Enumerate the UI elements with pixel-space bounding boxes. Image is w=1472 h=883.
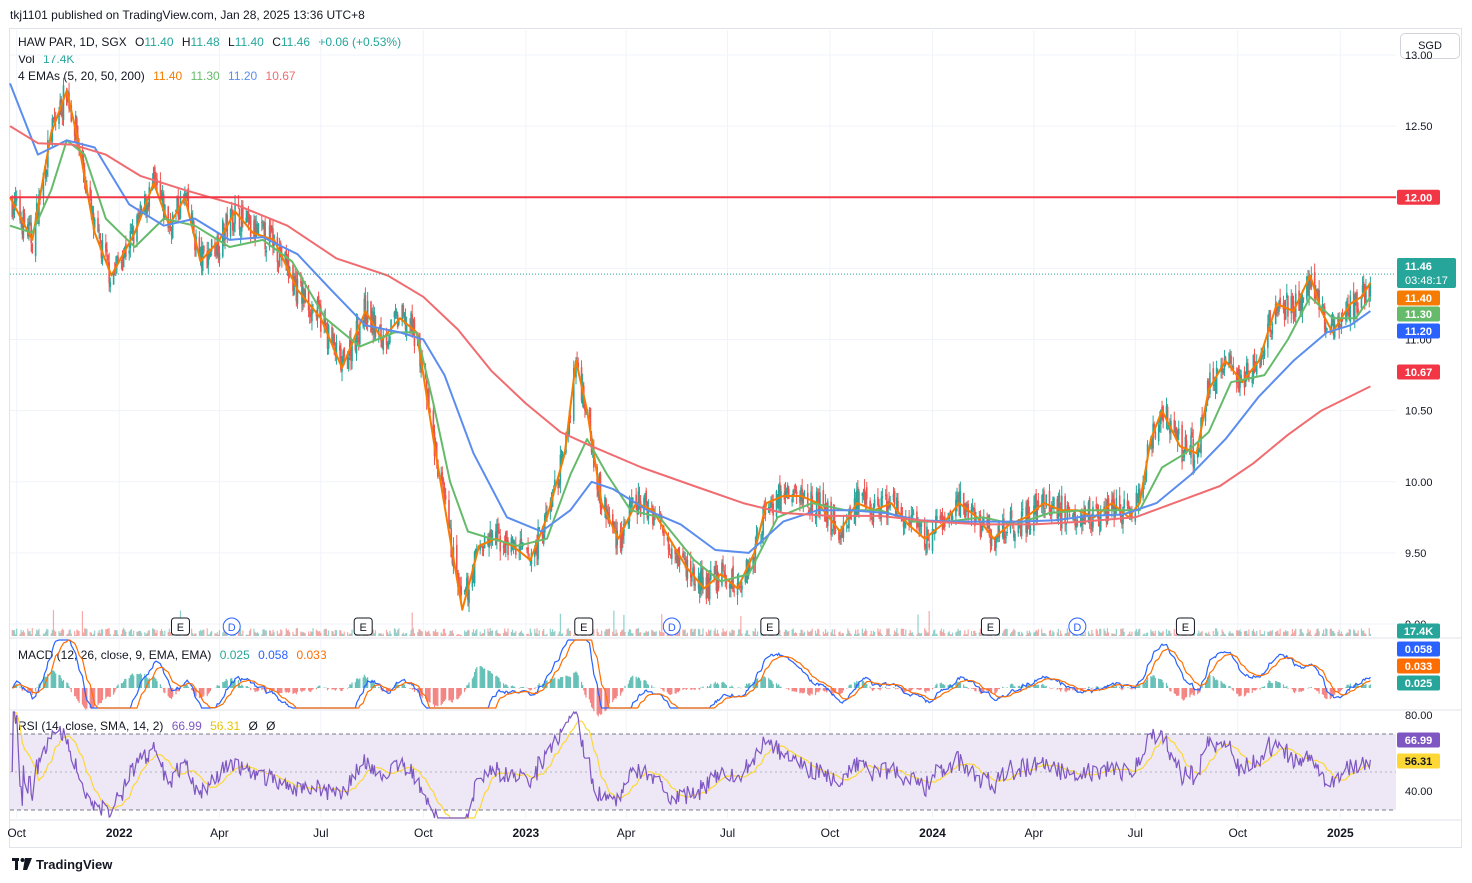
ohlc-change: +0.06 (+0.53%) — [318, 35, 402, 49]
legend-rsi: RSI (14, close, SMA, 14, 2) 66.99 56.31 … — [18, 719, 281, 733]
macd-hist-value: 0.025 — [219, 648, 250, 662]
ema200-value: 10.67 — [265, 69, 296, 83]
macd-signal-value: 0.033 — [296, 648, 327, 662]
ema50-value: 11.20 — [228, 69, 258, 83]
ohlc-close: C11.46 — [272, 35, 310, 49]
legend-macd: MACD (12, 26, close, 9, EMA, EMA) 0.025 … — [18, 648, 332, 662]
ema5-value: 11.40 — [153, 69, 183, 83]
symbol-label[interactable]: HAW PAR, 1D, SGX — [18, 35, 127, 49]
legend-volume: Vol 17.4K — [18, 52, 79, 66]
footer-brand-text: TradingView — [36, 857, 113, 872]
ohlc-low: L11.40 — [228, 35, 264, 49]
ohlc-open: O11.40 — [135, 35, 174, 49]
rsi-extra-1: Ø — [248, 719, 258, 733]
rsi-label[interactable]: RSI (14, close, SMA, 14, 2) — [18, 719, 164, 733]
ema20-value: 11.30 — [190, 69, 220, 83]
legend-emas: 4 EMAs (5, 20, 50, 200) 11.40 11.30 11.2… — [18, 69, 301, 83]
rsi-extra-2: Ø — [266, 719, 276, 733]
footer-brand[interactable]: TradingView — [12, 857, 112, 872]
volume-label[interactable]: Vol — [18, 52, 35, 66]
macd-label[interactable]: MACD (12, 26, close, 9, EMA, EMA) — [18, 648, 212, 662]
macd-line-value: 0.058 — [258, 648, 289, 662]
legend-main: HAW PAR, 1D, SGX O11.40 H11.48 L11.40 C1… — [18, 35, 406, 49]
rsi-ma-value: 56.31 — [210, 719, 241, 733]
tradingview-logo-icon — [12, 857, 32, 872]
currency-button[interactable]: SGD — [1400, 33, 1460, 59]
ohlc-high: H11.48 — [181, 35, 220, 49]
ema-label[interactable]: 4 EMAs (5, 20, 50, 200) — [18, 69, 145, 83]
published-caption: tkj1101 published on TradingView.com, Ja… — [10, 8, 365, 22]
volume-value: 17.4K — [43, 52, 75, 66]
rsi-value: 66.99 — [171, 719, 202, 733]
